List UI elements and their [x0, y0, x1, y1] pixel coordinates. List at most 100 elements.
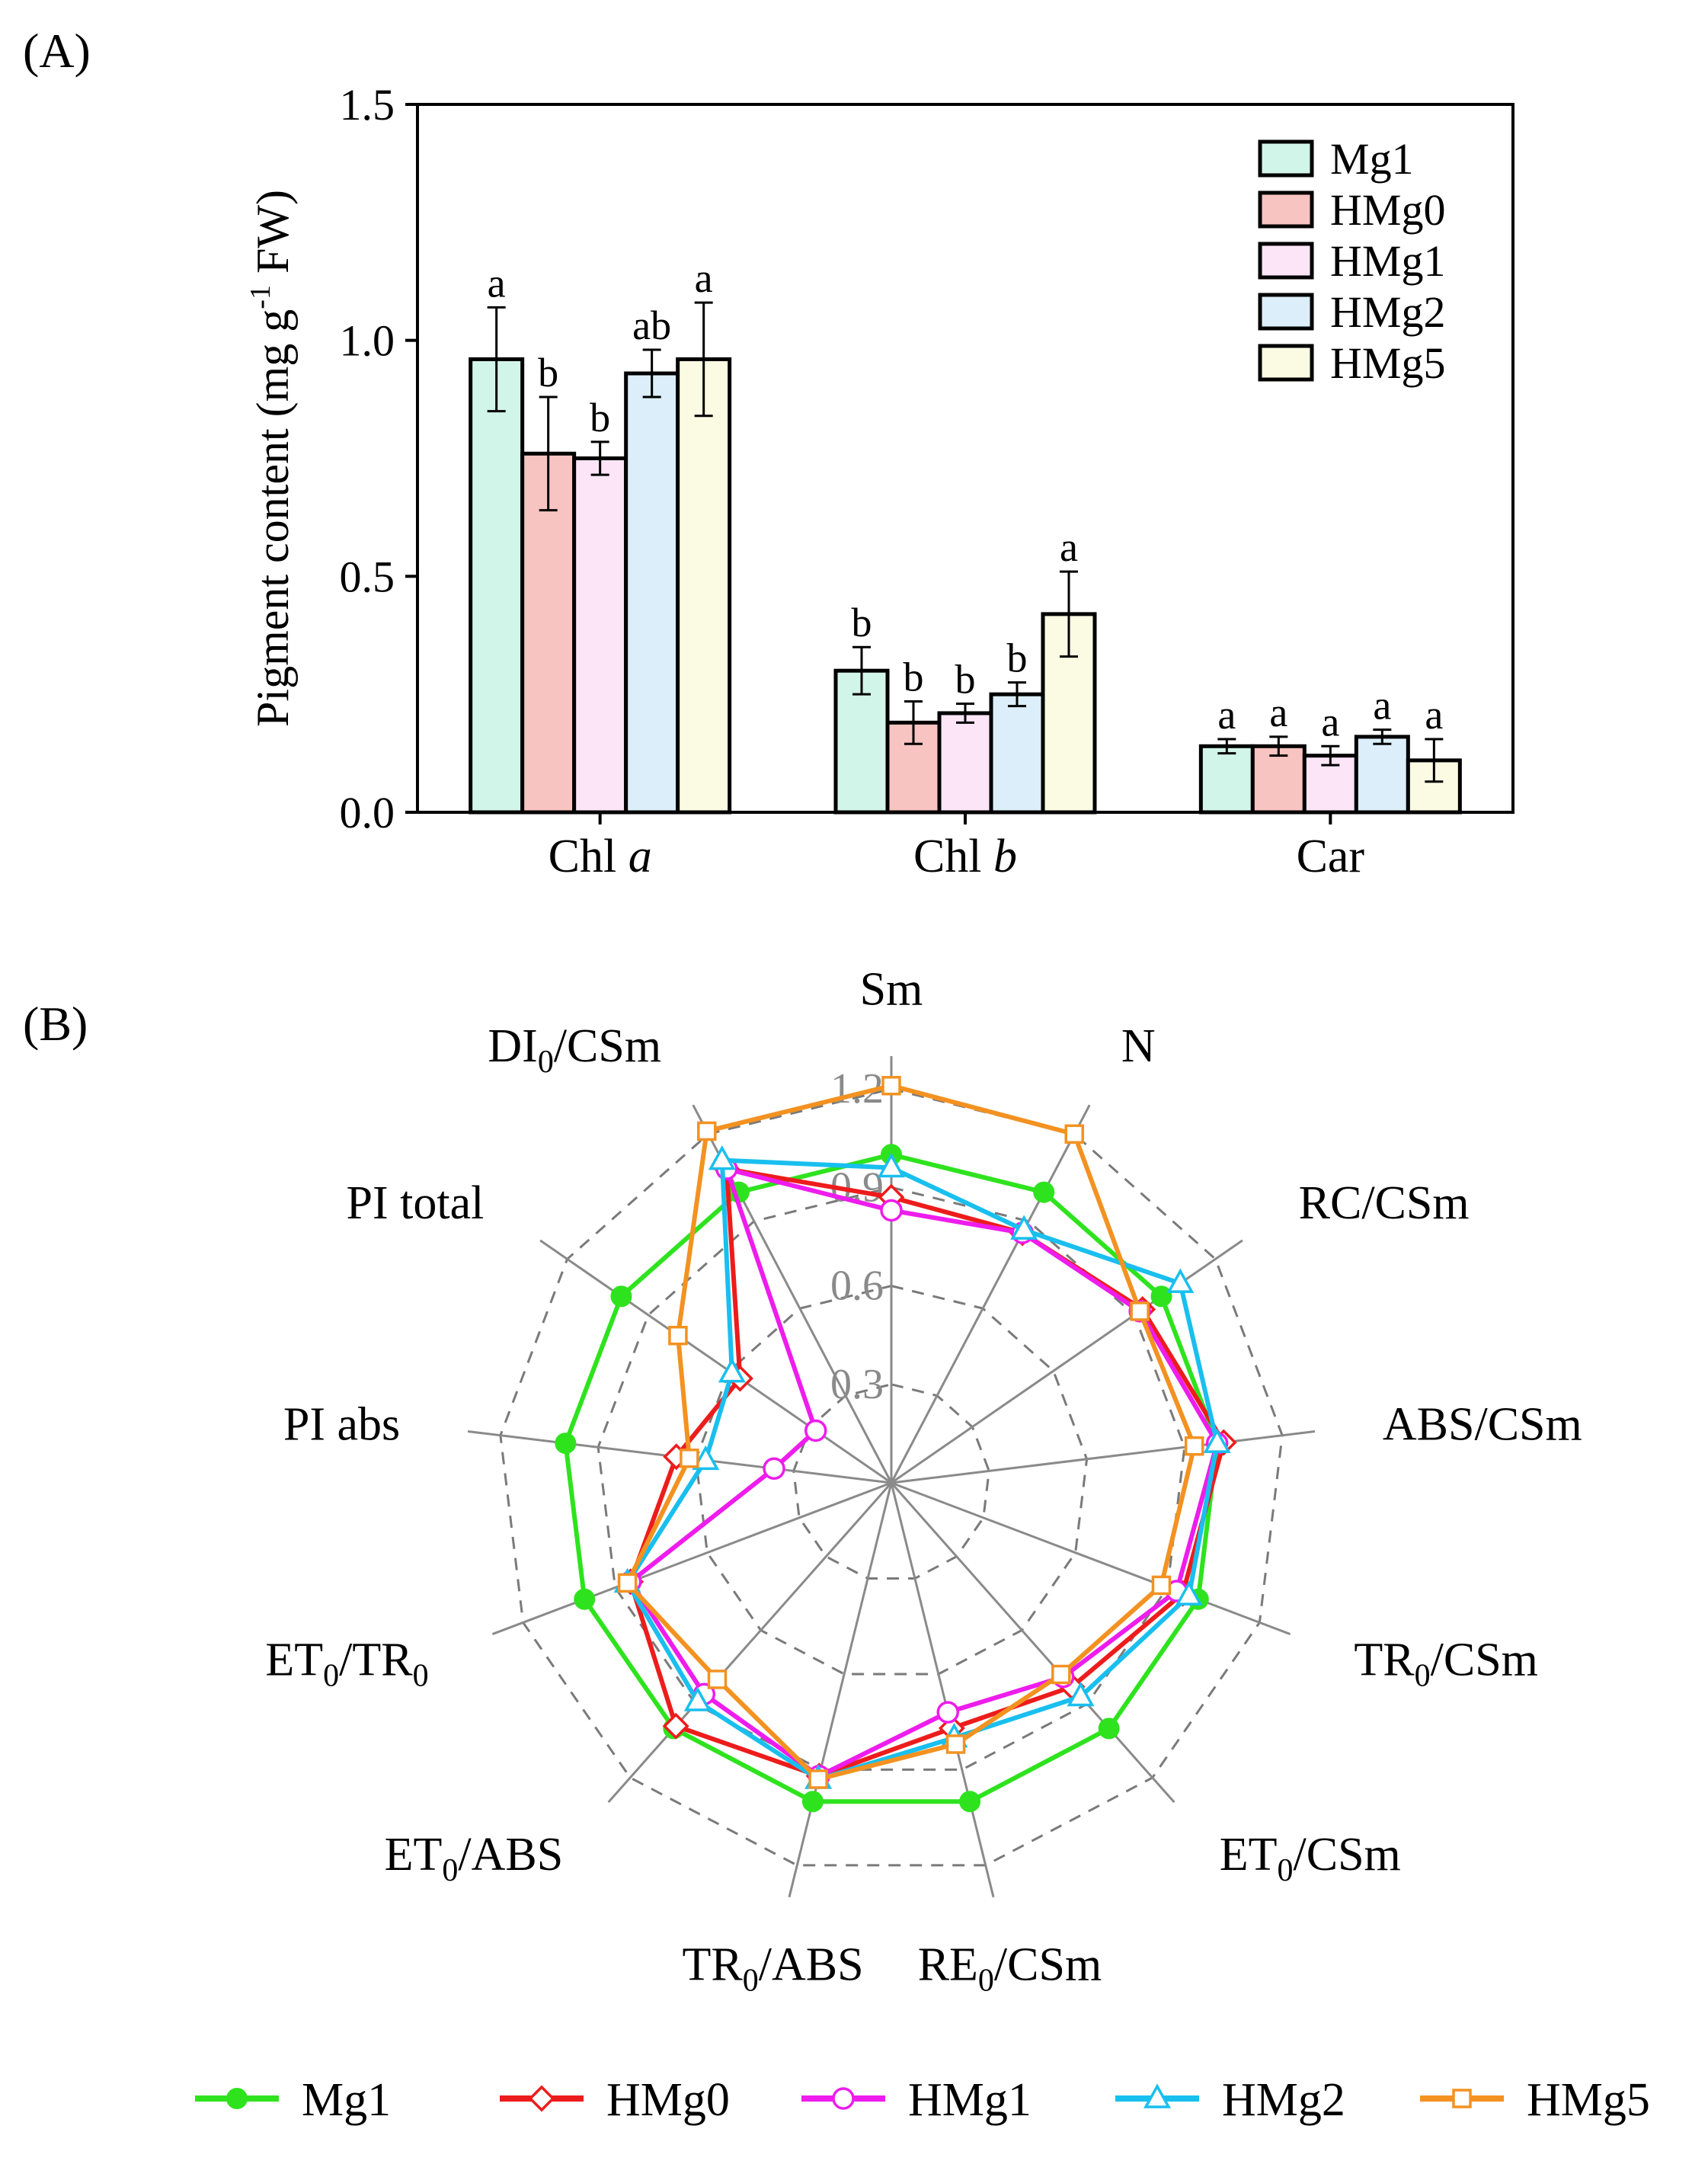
radar-axis-label: DI0/CSm	[488, 1020, 661, 1080]
y-tick-label: 1.5	[340, 80, 395, 130]
data-point	[610, 1285, 632, 1308]
significance-letter: b	[538, 350, 558, 395]
data-point	[680, 1449, 699, 1468]
data-point	[763, 1457, 785, 1481]
radar-series-line	[628, 1167, 1227, 1778]
data-point	[692, 1445, 720, 1471]
radar-axis-label: ET0/CSm	[1220, 1829, 1401, 1888]
y-tick-label: 0.5	[340, 552, 395, 601]
legend-label: HMg2	[1330, 287, 1445, 337]
legend-label: HMg0	[606, 2074, 730, 2126]
radar-legend: Mg1 HMg0 HMg1 HMg2 HMg5	[195, 2074, 1650, 2126]
data-point	[1166, 1268, 1195, 1293]
significance-letter: b	[590, 395, 610, 440]
radar-axis-label: RE0/CSm	[918, 1939, 1102, 1999]
data-point	[1067, 1681, 1095, 1707]
panel-a-label: (A)	[23, 24, 91, 78]
data-point	[1051, 1664, 1071, 1685]
radar-axis-label: TR0/ABS	[683, 1939, 864, 1999]
data-point	[1452, 2089, 1472, 2108]
x-tick-label: Chl a	[549, 831, 652, 882]
data-point	[555, 1433, 577, 1455]
significance-letter: a	[695, 255, 713, 301]
legend-label: HMg5	[1527, 2074, 1650, 2126]
radar-axis-spoke	[491, 1481, 892, 1635]
data-point	[1175, 1580, 1203, 1606]
significance-letter: a	[1321, 699, 1339, 744]
bar	[469, 357, 525, 815]
radar-axis-label: PI total	[347, 1177, 485, 1229]
y-tick-label: 0.0	[340, 788, 395, 837]
radar-series-line	[625, 1083, 1197, 1782]
legend-label: Mg1	[1330, 134, 1414, 184]
radar-grid-ring	[499, 1087, 1284, 1867]
radar-ring-label: 0.6	[830, 1263, 884, 1310]
significance-letter: a	[1217, 692, 1236, 738]
radar-axis-label: ET0/TR0	[265, 1634, 428, 1693]
radar-axis-spoke	[890, 1482, 995, 1898]
significance-letter: a	[1269, 690, 1287, 735]
x-tick-label: Car	[1297, 831, 1365, 882]
data-point	[832, 2087, 855, 2110]
bar	[520, 451, 577, 815]
data-point	[959, 1791, 981, 1813]
radar-series-line	[625, 1157, 1220, 1782]
data-point	[808, 1769, 828, 1789]
data-point	[617, 1573, 638, 1593]
radar-axis-spoke	[788, 1482, 893, 1898]
data-point	[1130, 1301, 1150, 1321]
y-tick-label: 1.0	[340, 316, 395, 366]
panel-b-label: (B)	[23, 997, 88, 1051]
data-point	[226, 2088, 248, 2109]
radar-axis-spoke	[539, 1239, 892, 1484]
radar-axis-spoke	[890, 1104, 1091, 1484]
legend-swatch	[1258, 293, 1314, 331]
radar-axis-label: RC/CSm	[1299, 1177, 1470, 1229]
significance-letter: ab	[632, 303, 671, 348]
radar-axis-label: TR0/CSm	[1354, 1634, 1538, 1693]
data-point	[528, 2085, 555, 2112]
legend-label: Mg1	[302, 2074, 391, 2126]
legend-label: HMg2	[1222, 2074, 1345, 2126]
x-tick-label: Chl b	[913, 831, 1017, 882]
radar-chart: 0.30.60.91.2SmNRC/CSmABS/CSmTR0/CSmET0/C…	[265, 963, 1582, 1998]
significance-letter: a	[488, 260, 506, 306]
legend-label: HMg1	[908, 2074, 1032, 2126]
radar-axis-label: ET0/ABS	[385, 1829, 564, 1888]
radar-axis-label: N	[1121, 1020, 1156, 1072]
radar-grid-ring	[597, 1186, 1186, 1771]
radar-series-line	[563, 1152, 1220, 1804]
data-point	[574, 1588, 596, 1610]
data-point	[1143, 2083, 1171, 2108]
radar-ring-label: 0.3	[830, 1361, 884, 1408]
data-point	[1184, 1436, 1204, 1456]
legend-swatch	[1258, 139, 1314, 178]
data-point	[1150, 1285, 1172, 1308]
radar-grid-ring	[792, 1383, 990, 1580]
bar	[937, 711, 993, 815]
significance-letter: a	[1373, 683, 1391, 728]
legend-swatch	[1258, 242, 1314, 280]
data-point	[1064, 1124, 1084, 1145]
legend-label: HMg0	[1330, 185, 1445, 235]
bar	[989, 692, 1045, 815]
data-point	[668, 1325, 688, 1346]
data-point	[1098, 1718, 1120, 1740]
significance-letter: a	[1060, 524, 1078, 570]
data-point	[1203, 1428, 1231, 1453]
legend-label: HMg5	[1330, 338, 1445, 388]
bar	[1354, 735, 1410, 815]
legend-label: HMg1	[1330, 236, 1445, 286]
bar	[572, 456, 629, 815]
significance-letter: b	[1007, 635, 1028, 681]
data-point	[662, 1712, 689, 1740]
data-point	[945, 1734, 966, 1754]
bar	[1198, 744, 1255, 815]
data-point	[878, 1152, 905, 1178]
data-point	[801, 1791, 824, 1813]
data-point	[936, 1701, 959, 1724]
legend-swatch	[1258, 344, 1314, 382]
data-point	[697, 1121, 717, 1141]
